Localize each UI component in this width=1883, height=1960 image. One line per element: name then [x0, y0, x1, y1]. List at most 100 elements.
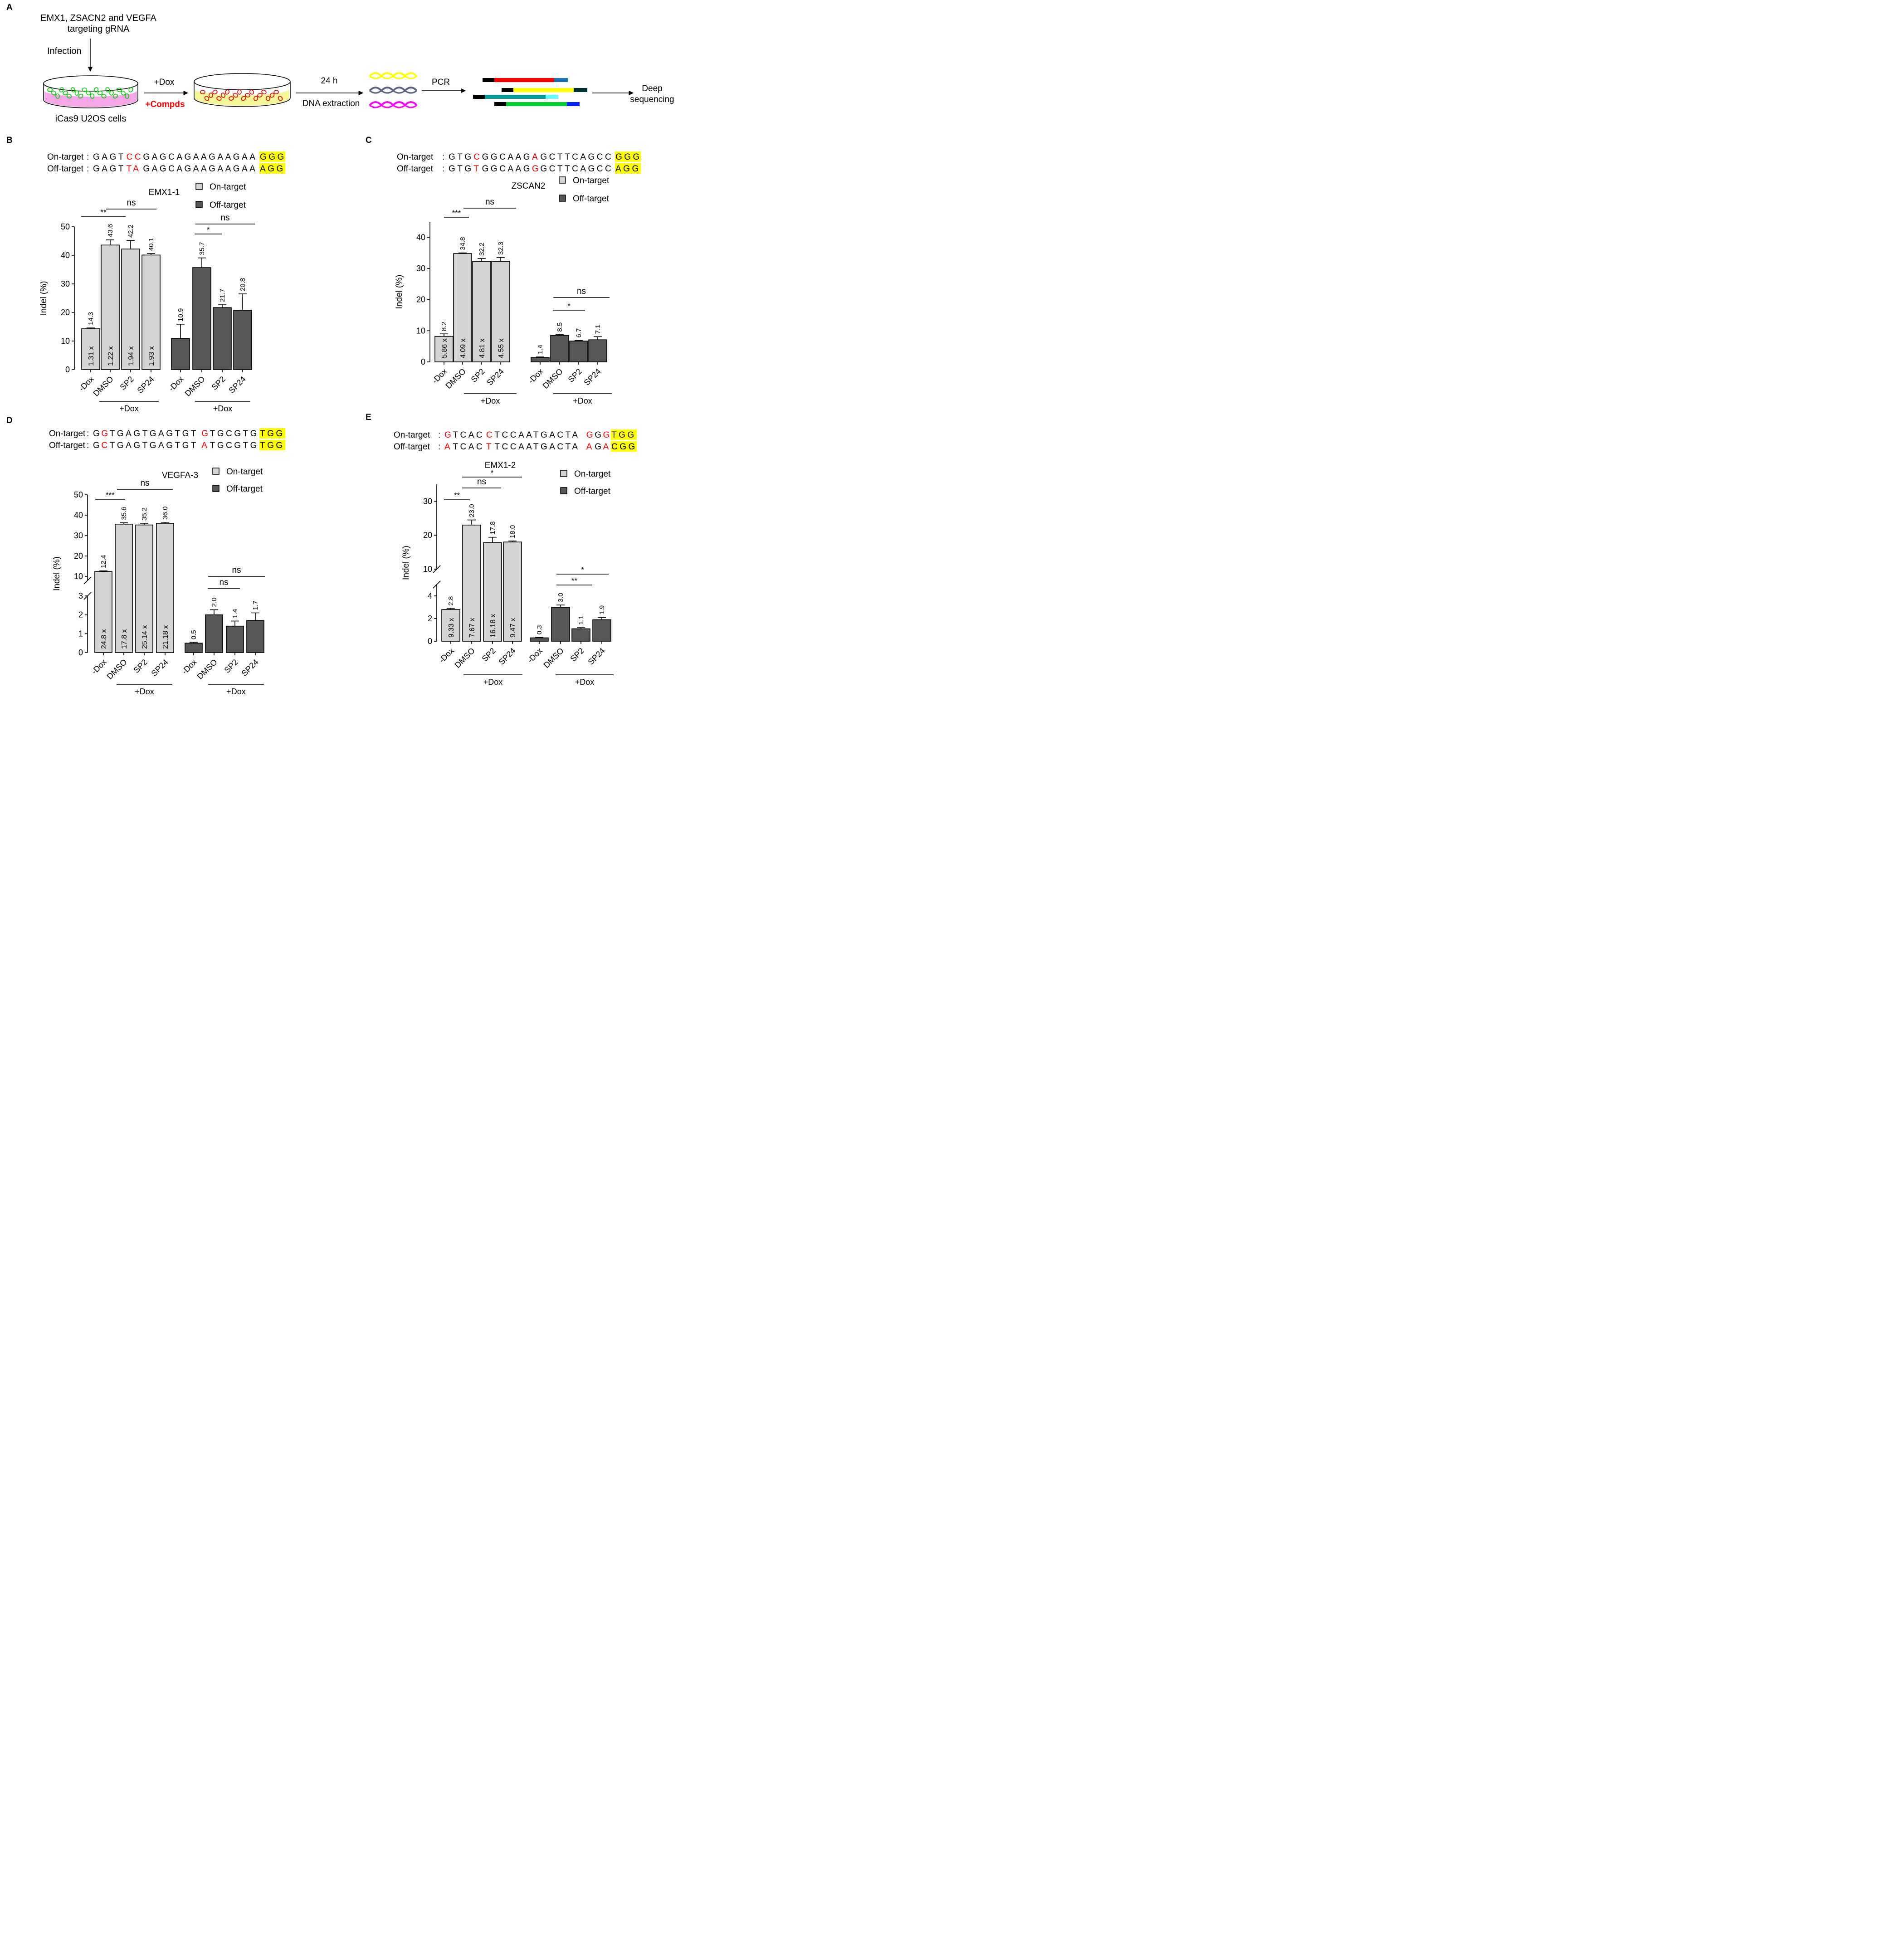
x-tick-label: -Dox — [437, 646, 456, 665]
value-label: 34.8 — [459, 237, 467, 250]
bar-on-target — [135, 524, 153, 653]
mismatch-base: T — [486, 442, 493, 452]
sequencing-label-2: sequencing — [630, 95, 674, 104]
sequence-fragment: GGCAAG — [482, 152, 532, 162]
x-tick-label: SP24 — [227, 375, 248, 395]
y-tick-label: 50 — [74, 490, 83, 499]
mismatch-base: C — [101, 441, 109, 450]
mismatch-base: G — [444, 430, 453, 440]
value-label: 35.2 — [141, 507, 148, 521]
bar-off-target — [530, 637, 549, 642]
green-cell — [86, 90, 91, 96]
sequence-fragment: GTG — [449, 164, 473, 174]
y-tick-label: 30 — [423, 497, 432, 506]
mismatch-base: G — [532, 164, 541, 174]
pam-highlight — [615, 151, 641, 162]
ratio-label: 25.14 x — [141, 625, 149, 649]
significance-label: ns — [577, 287, 586, 296]
green-cell — [105, 87, 110, 93]
red-cell — [273, 90, 279, 94]
red-cell — [200, 90, 205, 94]
value-label: 1.1 — [577, 615, 585, 625]
bar-off-target — [571, 628, 590, 642]
x-tick-label: -Dox — [167, 375, 185, 393]
significance-label: *** — [452, 209, 461, 217]
value-label: 14.3 — [87, 312, 95, 325]
sequence-fragment: G — [595, 442, 603, 452]
group-label: +Dox — [226, 687, 246, 696]
pam-sequence: GGG — [615, 152, 642, 162]
significance-label: ns — [127, 198, 136, 208]
sequence-fragment: TGAGTGAGTGT — [110, 441, 198, 450]
significance-label: ns — [477, 477, 486, 487]
x-tick-label: DMSO — [92, 375, 115, 398]
green-cell — [93, 87, 99, 93]
pam-highlight — [259, 440, 286, 450]
y-tick-label: 20 — [416, 295, 425, 304]
green-cell — [113, 93, 118, 99]
bar-off-target — [588, 339, 607, 362]
dna-strand — [369, 90, 417, 94]
sequence-fragment: TGCGTG — [210, 429, 259, 439]
legend-label-on: On-target — [226, 467, 263, 477]
panel-e: EOn-target: G TCAC C TCCAATGACTA G G G TGGOff-ta… — [366, 413, 637, 687]
mismatch-base: CC — [127, 152, 143, 162]
extraction-label: DNA extraction — [302, 99, 360, 108]
value-label: 6.7 — [575, 328, 583, 338]
bar-off-target — [569, 341, 588, 362]
x-tick-label: SP24 — [497, 646, 517, 667]
grna-line1: EMX1, ZSACN2 and VEGFA — [40, 13, 156, 23]
legend-swatch-off — [559, 195, 566, 202]
green-cell — [55, 93, 60, 99]
amplicon-left — [483, 78, 494, 82]
pam-highlight — [259, 151, 286, 162]
x-tick-label: SP24 — [582, 367, 603, 387]
x-tick-label: -Dox — [526, 646, 544, 665]
y-tick-label: 10 — [74, 572, 83, 581]
ratio-label: 17.8 x — [121, 629, 128, 649]
sequence-fragment: TCAC — [453, 430, 484, 440]
significance-label: * — [207, 225, 210, 234]
y-tick-label: 40 — [416, 233, 425, 242]
x-tick-label: SP2 — [210, 375, 227, 392]
x-tick-label: SP2 — [480, 646, 498, 663]
legend-swatch-off — [560, 487, 567, 494]
bar-off-target — [592, 619, 611, 642]
red-cell — [204, 96, 210, 101]
bar-off-target — [246, 620, 264, 653]
group-label: +Dox — [575, 678, 595, 687]
y-axis-label: Indel (%) — [395, 274, 404, 309]
red-cell — [269, 93, 275, 98]
mismatch-base: G — [201, 429, 210, 439]
x-tick-label: DMSO — [183, 375, 207, 398]
sequencing-label-1: Deep — [642, 84, 662, 93]
sequence-fragment: G — [93, 429, 102, 439]
red-cell — [261, 89, 267, 95]
ratio-label: 1.93 x — [148, 346, 156, 366]
mismatch-base: G — [586, 430, 595, 440]
bar-off-target — [171, 338, 190, 370]
pam-highlight — [611, 429, 637, 440]
value-label: 17.8 — [489, 521, 497, 534]
red-cell — [224, 89, 230, 95]
sequence-fragment: TGCGTG — [210, 441, 259, 450]
sequence-fragment: TCAC — [453, 442, 484, 452]
y-tick-label: 0 — [78, 648, 83, 657]
panel-d: DOn-target: G G TGAGTGAGTGT G TGCGTG TGGOff-ta… — [6, 416, 286, 696]
legend-swatch-on — [560, 470, 567, 477]
legend-label-off: Off-target — [210, 200, 246, 210]
legend-label-on: On-target — [574, 469, 611, 479]
red-cell — [221, 93, 225, 98]
off-target-label: Off-target — [394, 442, 430, 452]
pam-highlight — [615, 163, 641, 174]
x-tick-label: DMSO — [541, 367, 565, 390]
group-label: +Dox — [481, 396, 500, 405]
compds-label: +Compds — [145, 100, 185, 109]
y-tick-label: 0 — [421, 357, 425, 366]
y-tick-label: 3 — [78, 591, 83, 600]
sequence-fragment: G — [93, 441, 102, 450]
axis-break-mark — [83, 576, 92, 585]
bar-off-target — [226, 625, 244, 653]
value-label: 7.1 — [594, 325, 602, 334]
x-tick-label: SP2 — [132, 658, 149, 675]
